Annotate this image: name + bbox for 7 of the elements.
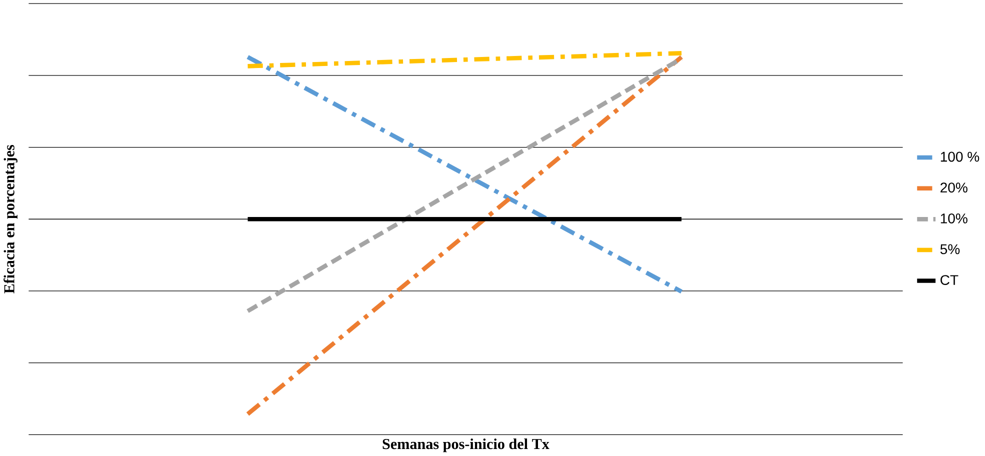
legend-label: 10% (940, 214, 968, 224)
legend-label: 100 % (940, 152, 980, 162)
x-axis-title: Semanas pos-inicio del Tx (382, 438, 550, 452)
legend-label: CT (940, 275, 958, 286)
legend-label: 20% (940, 182, 968, 193)
legend-label: 5% (940, 244, 960, 254)
y-axis-title: Eficacia en porcentajes (4, 145, 18, 294)
